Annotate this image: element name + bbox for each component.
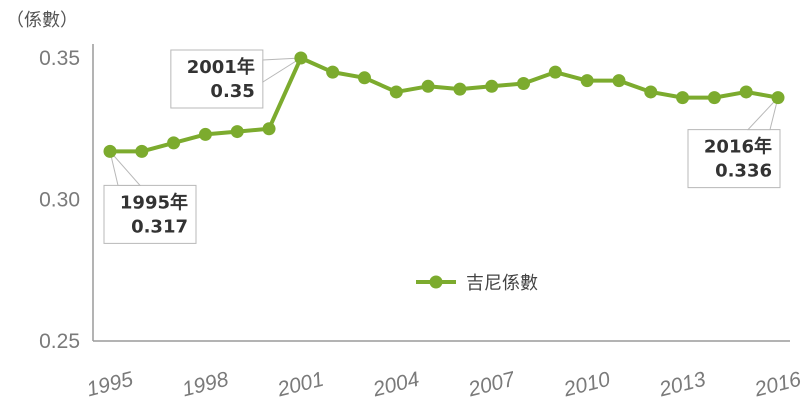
x-tick-label: 2016 xyxy=(751,368,803,402)
data-point xyxy=(517,76,531,90)
data-point xyxy=(421,79,435,93)
x-tick-label: 1998 xyxy=(180,368,231,402)
gini-series xyxy=(103,51,785,158)
legend-label: 吉尼係數 xyxy=(466,273,538,294)
data-point xyxy=(739,85,753,99)
annotation-box xyxy=(103,184,197,244)
annotation-pointer xyxy=(262,57,303,83)
annotation-value: 0.35 xyxy=(210,81,254,102)
annotation-value: 0.317 xyxy=(131,216,188,237)
annotation-year: 1995年 xyxy=(120,191,188,213)
annotation-pointer xyxy=(109,151,142,186)
annotation-pointer xyxy=(746,95,779,131)
annotation-box xyxy=(170,49,264,109)
data-point xyxy=(103,144,117,158)
x-tick-labels: 1995 1998 2001 2004 2007 2010 2013 2016 xyxy=(84,367,803,401)
data-point xyxy=(230,125,244,139)
x-tick-label: 1995 xyxy=(84,368,135,402)
x-tick-label: 2013 xyxy=(656,368,708,402)
x-tick-label: 2007 xyxy=(465,367,518,401)
y-axis-label: （係數） xyxy=(6,10,78,31)
y-tick-labels: 0.35 0.30 0.25 xyxy=(39,47,80,353)
annotation-callouts: 1995年 0.317 2001年 0.35 2016年 0.336 xyxy=(103,49,781,244)
x-tick-label: 2001 xyxy=(274,368,326,402)
annotation-value: 0.336 xyxy=(715,161,772,182)
data-point xyxy=(676,91,690,105)
legend-marker-swatch xyxy=(429,275,443,289)
data-point xyxy=(707,91,721,105)
data-point xyxy=(294,51,308,65)
data-point xyxy=(135,144,149,158)
data-point xyxy=(262,122,276,136)
y-tick-label: 0.30 xyxy=(39,189,80,212)
data-point xyxy=(485,79,499,93)
data-point xyxy=(612,74,626,88)
data-point xyxy=(326,65,340,79)
data-point xyxy=(580,74,594,88)
legend: 吉尼係數 xyxy=(416,273,538,294)
data-point xyxy=(389,85,403,99)
data-point xyxy=(644,85,658,99)
data-point xyxy=(548,65,562,79)
annotation-box xyxy=(687,129,781,189)
annotation-year: 2001年 xyxy=(187,56,255,78)
data-point xyxy=(453,82,467,96)
annotation-callout: 2016年 0.336 xyxy=(687,95,781,189)
annotation-year: 2016年 xyxy=(704,136,772,158)
data-point xyxy=(357,71,371,85)
x-tick-label: 2004 xyxy=(370,368,422,402)
series-line xyxy=(108,56,780,154)
axes xyxy=(92,44,790,342)
annotation-callout: 1995年 0.317 xyxy=(103,151,197,244)
x-tick-label: 2010 xyxy=(561,368,613,402)
data-point xyxy=(771,91,785,105)
y-tick-label: 0.35 xyxy=(39,47,80,70)
y-tick-label: 0.25 xyxy=(39,330,80,353)
annotation-callout: 2001年 0.35 xyxy=(170,49,303,109)
data-point xyxy=(167,136,181,150)
data-point xyxy=(198,127,212,141)
